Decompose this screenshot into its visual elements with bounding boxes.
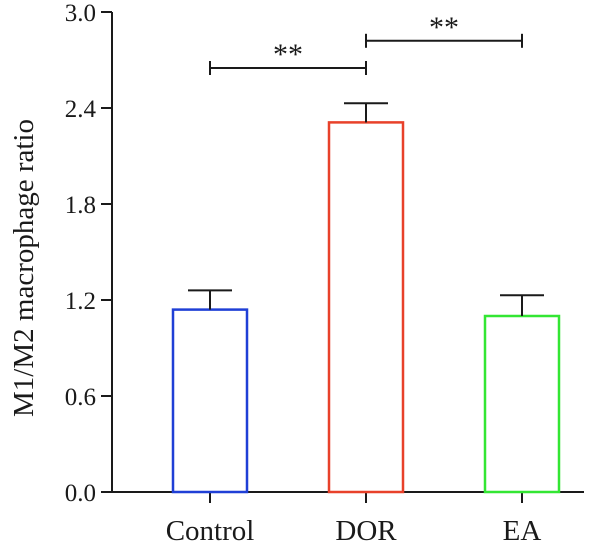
x-axis: Control DOR EA (111, 491, 584, 547)
y-tick-label: 1.8 (65, 192, 96, 219)
y-tick-label: 1.2 (65, 288, 96, 315)
bar (171, 308, 249, 494)
significance-label: ** (429, 11, 459, 44)
x-tick-label: DOR (335, 515, 397, 547)
significance-label: ** (273, 38, 303, 71)
y-tick-label: 3.0 (65, 0, 96, 27)
bar (483, 314, 561, 494)
y-axis: 0.0 0.6 1.2 1.8 2.4 3.0 (65, 0, 113, 507)
x-tick-label: Control (166, 515, 255, 547)
y-tick-label: 0.6 (65, 384, 96, 411)
y-tick-label: 2.4 (65, 96, 97, 123)
error-bars (188, 102, 544, 316)
y-axis-title: M1/M2 macrophage ratio (8, 119, 40, 417)
y-tick-label: 0.0 (65, 480, 96, 507)
bars (171, 121, 561, 494)
bar (327, 121, 405, 494)
x-tick-label: EA (503, 515, 542, 547)
significance-brackets: ** ** (209, 11, 523, 75)
